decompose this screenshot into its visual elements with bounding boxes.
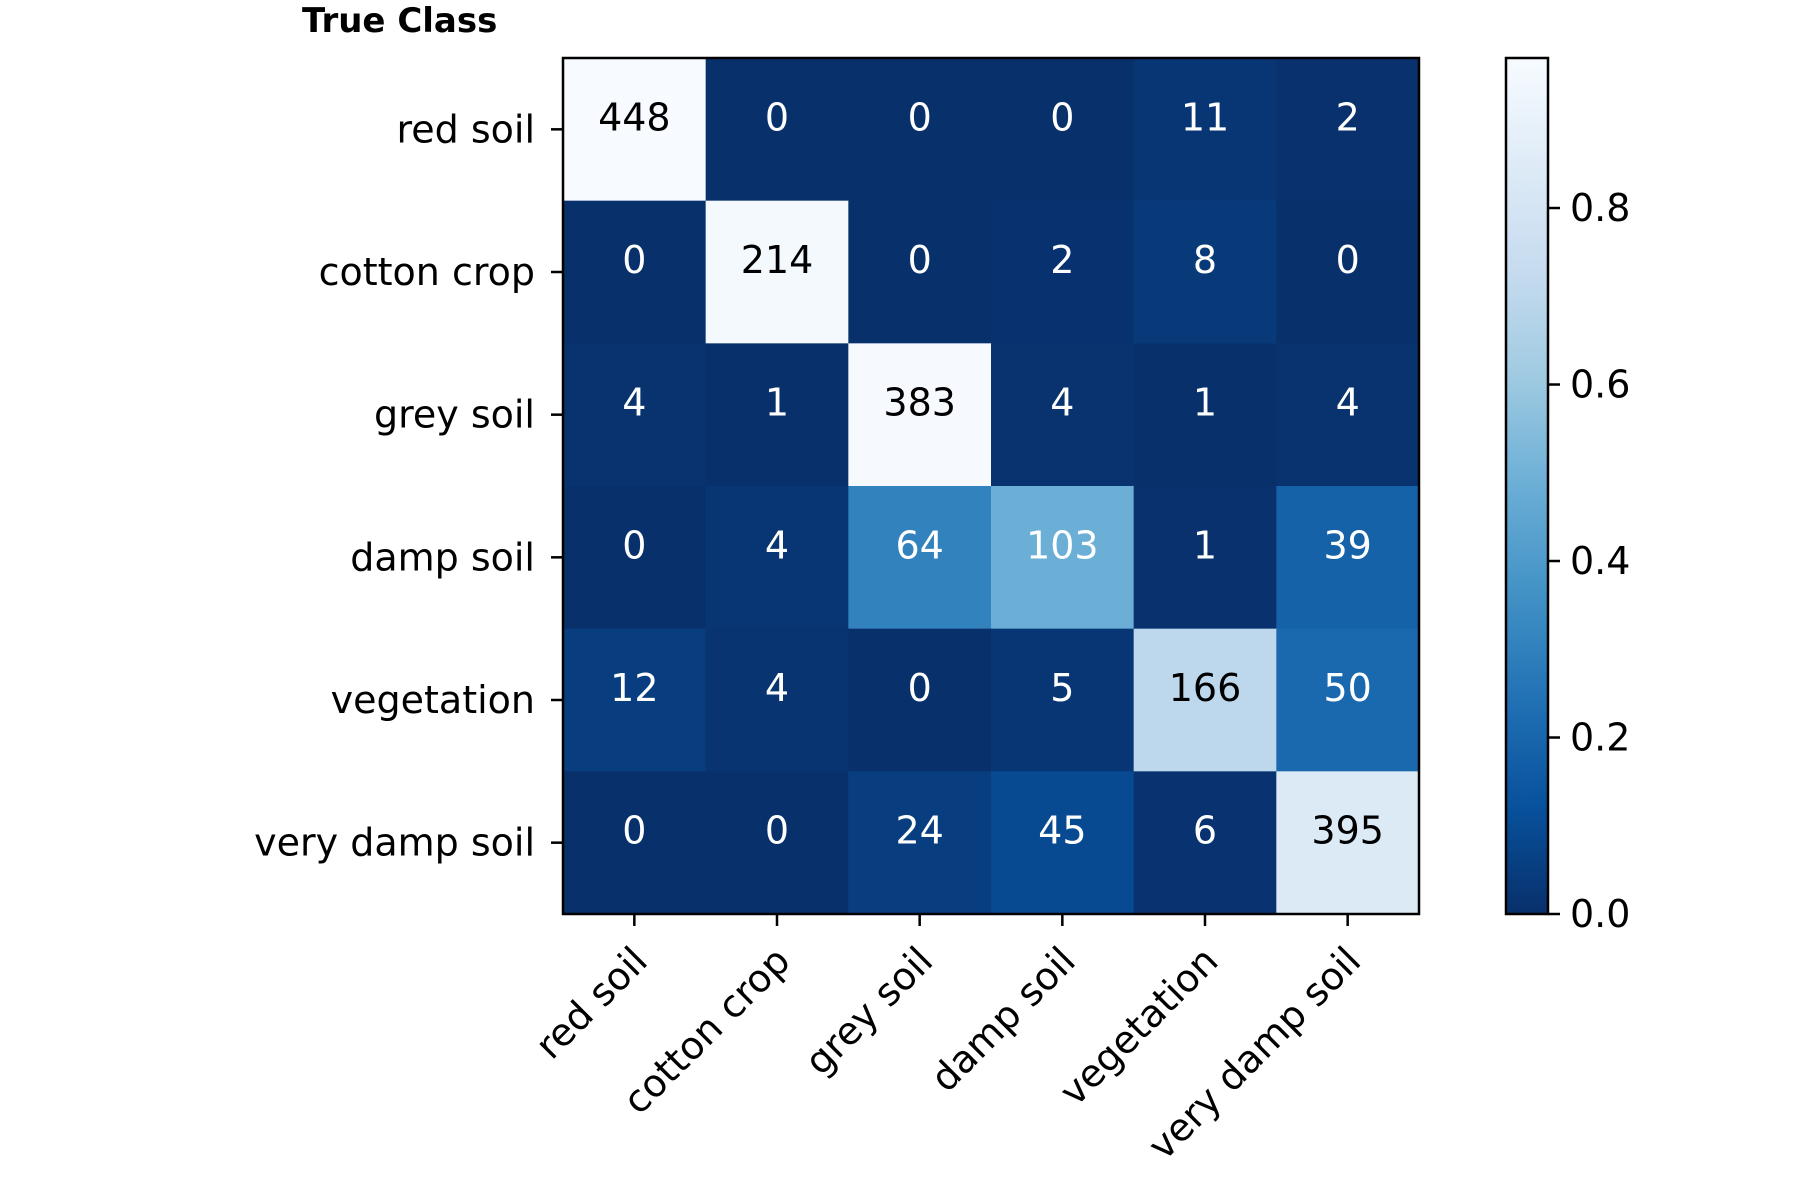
heatmap-cell [991, 628, 1135, 772]
cell-value: 8 [1193, 238, 1217, 282]
heatmap-cell [563, 628, 707, 772]
cell-value: 214 [741, 238, 814, 282]
heatmap-cell [991, 771, 1135, 915]
heatmap-cell [991, 343, 1135, 487]
heatmap-cells [563, 58, 1420, 915]
cell-value: 4 [1050, 381, 1074, 425]
cell-value: 1 [765, 381, 789, 425]
heatmap-cell [563, 200, 707, 344]
cell-value: 4 [765, 666, 789, 710]
cell-value: 383 [883, 381, 956, 425]
cell-value: 1 [1193, 381, 1217, 425]
heatmap-cell [1133, 771, 1277, 915]
heatmap-cell [1276, 628, 1420, 772]
cell-value: 0 [765, 809, 789, 853]
heatmap-cell [848, 486, 992, 630]
heatmap-cell [1276, 771, 1420, 915]
cell-value: 0 [908, 238, 932, 282]
cell-value: 103 [1026, 523, 1099, 567]
y-tick-label: cotton crop [319, 250, 535, 294]
heatmap-cell [705, 628, 849, 772]
cell-value: 448 [598, 95, 671, 139]
heatmap-cell [705, 343, 849, 487]
heatmap-cell [1133, 343, 1277, 487]
heatmap-cell [848, 200, 992, 344]
colorbar-tick-label: 0.8 [1570, 186, 1630, 230]
heatmap-cell [1276, 58, 1420, 202]
cell-value: 50 [1323, 666, 1371, 710]
heatmap-cell [991, 200, 1135, 344]
cell-value-labels: 448 0 0 0 11 2 0 214 0 2 8 0 4 1 383 4 1 4 0 4 64 103 1 39 12 4 0 5… [598, 95, 1384, 852]
y-tick-labels: red soil cotton crop grey soil damp soil veg… [254, 107, 563, 865]
cell-value: 166 [1169, 666, 1242, 710]
cell-value: 0 [1336, 238, 1360, 282]
cell-value: 0 [622, 238, 646, 282]
cell-value: 4 [765, 523, 789, 567]
colorbar-tick-label: 0.4 [1570, 539, 1630, 583]
colorbar [1504, 56, 1550, 916]
heatmap-cell [848, 771, 992, 915]
cell-value: 45 [1038, 809, 1086, 853]
plot-frame [561, 56, 1421, 916]
cell-value: 0 [1050, 95, 1074, 139]
cell-value: 4 [622, 381, 646, 425]
heatmap-cell [705, 771, 849, 915]
colorbar-tick-label: 0.6 [1570, 363, 1630, 407]
heatmap-cell [848, 58, 992, 202]
cell-value: 24 [895, 809, 943, 853]
heatmap-cell [563, 771, 707, 915]
heatmap-cell [705, 200, 849, 344]
cell-value: 395 [1311, 809, 1384, 853]
cell-value: 2 [1050, 238, 1074, 282]
heatmap-cell [991, 58, 1135, 202]
heatmap-cell [1133, 58, 1277, 202]
cell-value: 0 [622, 809, 646, 853]
cell-value: 5 [1050, 666, 1074, 710]
cell-value: 39 [1323, 523, 1371, 567]
heatmap-cell [1133, 486, 1277, 630]
cell-value: 11 [1181, 95, 1229, 139]
y-tick-label: damp soil [350, 535, 535, 579]
cell-value: 0 [908, 666, 932, 710]
heatmap-cell [705, 58, 849, 202]
cell-value: 0 [765, 95, 789, 139]
cell-value: 0 [622, 523, 646, 567]
colorbar-tick-label: 0.2 [1570, 716, 1630, 760]
colorbar-tick-label: 0.0 [1570, 892, 1630, 936]
cell-value: 4 [1336, 381, 1360, 425]
heatmap-cell [1276, 486, 1420, 630]
x-tick-label: red soil [527, 938, 656, 1067]
heatmap-cell [1133, 200, 1277, 344]
cell-value: 64 [895, 523, 943, 567]
heatmap-cell [705, 486, 849, 630]
y-tick-label: very damp soil [254, 821, 535, 865]
heatmap-cell [848, 628, 992, 772]
heatmap-cell [563, 486, 707, 630]
y-axis-label: True Class [302, 1, 497, 41]
cell-value: 6 [1193, 809, 1217, 853]
cell-value: 1 [1193, 523, 1217, 567]
y-tick-label: grey soil [374, 393, 535, 437]
heatmap-cell [848, 343, 992, 487]
heatmap-cell [563, 343, 707, 487]
y-tick-label: vegetation [331, 678, 535, 722]
heatmap-cell [563, 58, 707, 202]
cell-value: 12 [610, 666, 658, 710]
heatmap-cell [1276, 200, 1420, 344]
heatmap-cell [991, 486, 1135, 630]
heatmap-cell [1276, 343, 1420, 487]
x-tick-label: grey soil [796, 938, 941, 1083]
cell-value: 2 [1336, 95, 1360, 139]
heatmap-cell [1133, 628, 1277, 772]
y-tick-label: red soil [396, 107, 535, 151]
colorbar-ticks: 0.0 0.2 0.4 0.6 0.8 [1548, 186, 1630, 936]
cell-value: 0 [908, 95, 932, 139]
